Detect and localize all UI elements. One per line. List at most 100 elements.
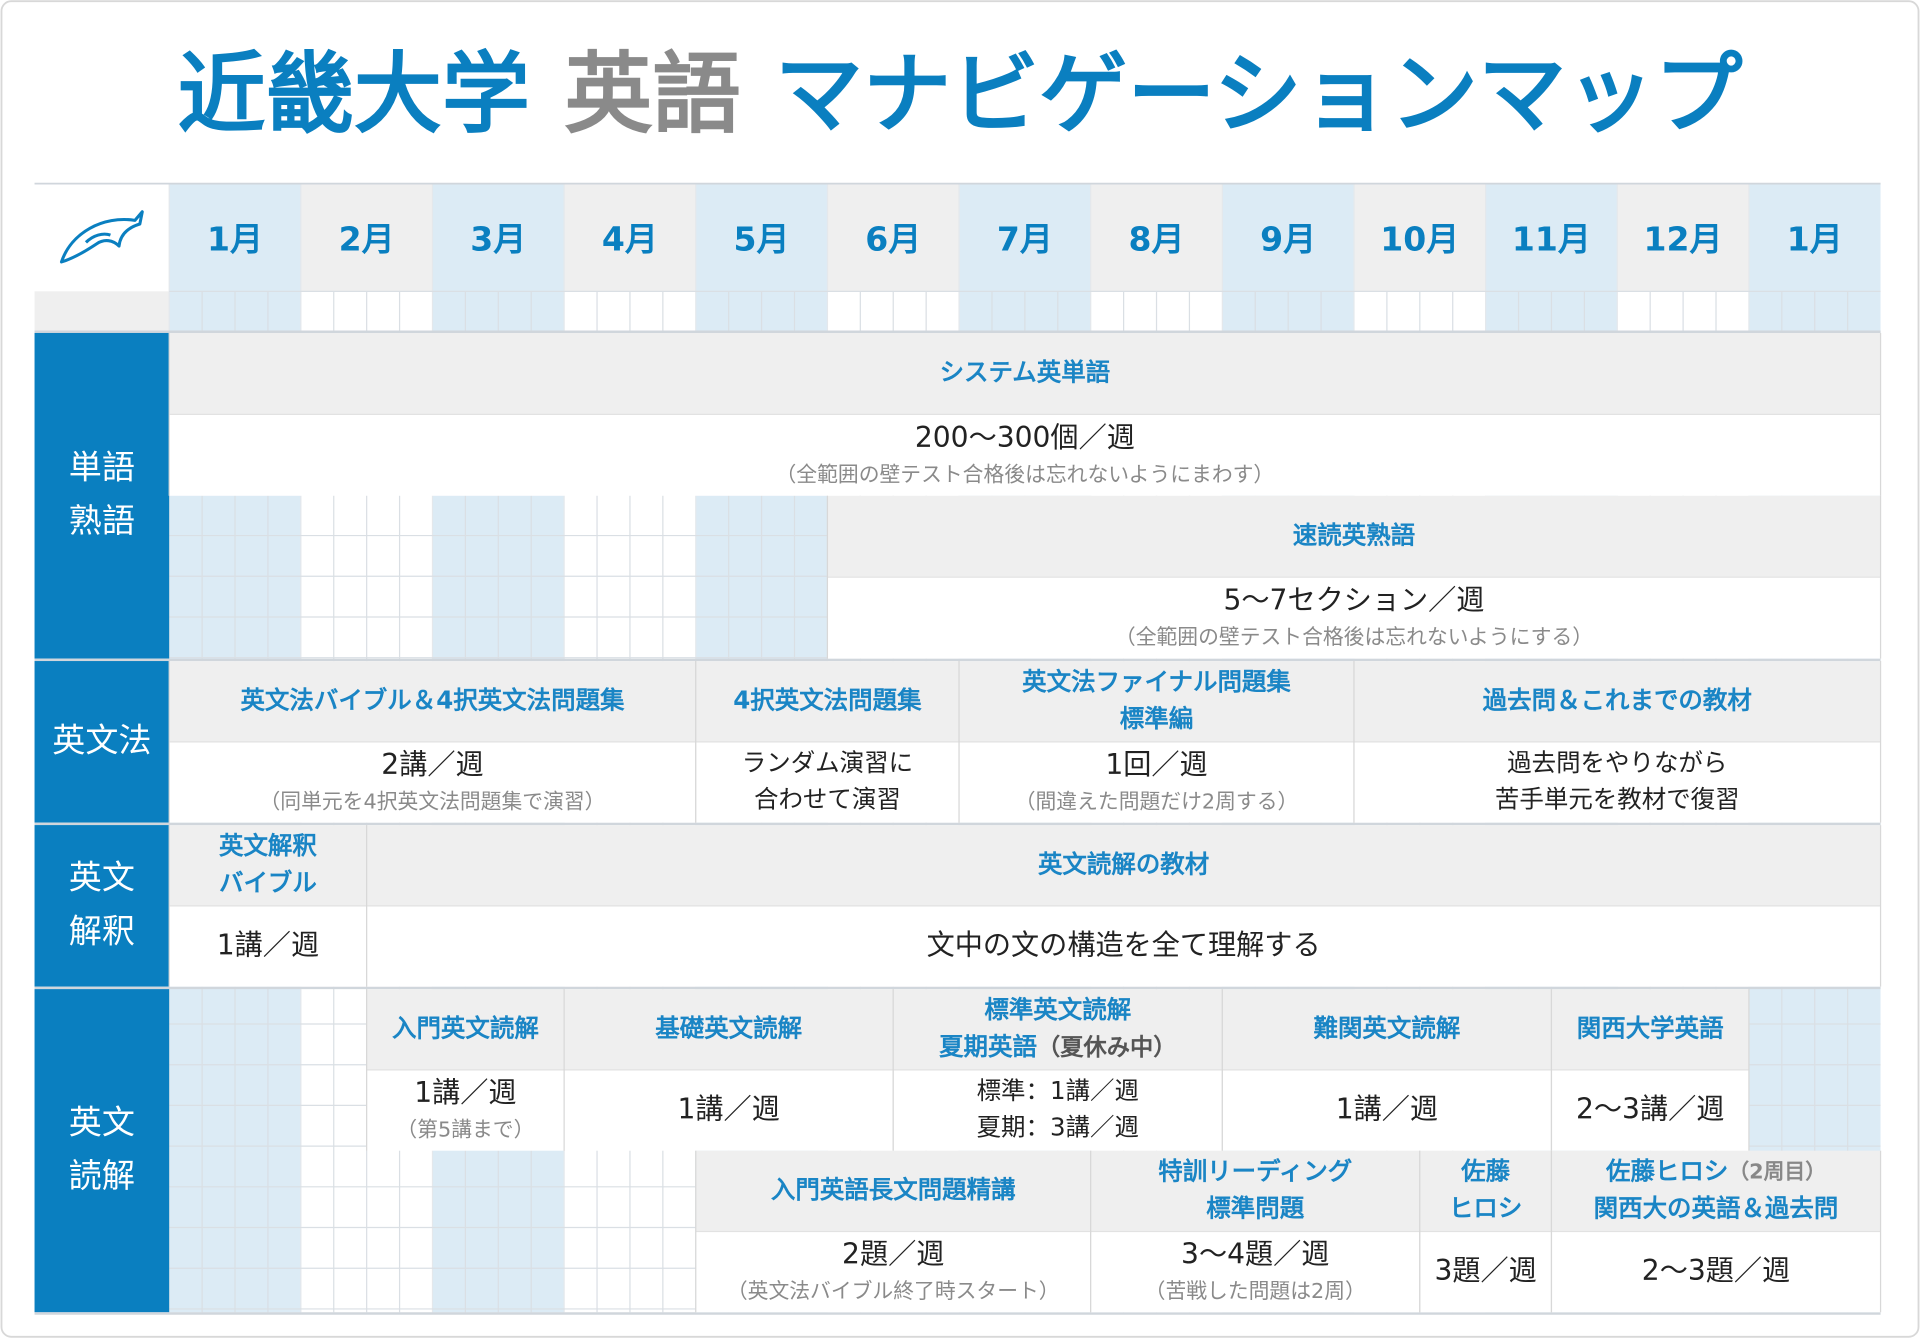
month-header [827, 183, 960, 292]
item-title: 標準問題 [1206, 1193, 1304, 1222]
month-label: 9月 [1260, 220, 1316, 259]
item-title-text: ヒロシ [1449, 1193, 1522, 1222]
item-detail-bg [169, 741, 696, 823]
item-title-suffix: （2周目） [1728, 1160, 1826, 1184]
item-title-text: 佐藤 [1460, 1157, 1510, 1186]
item-title: 英文法ファイナル問題集 [1022, 667, 1291, 696]
section-label: 読解 [69, 1156, 135, 1195]
item-title-text: 夏期英語 [939, 1032, 1037, 1061]
item-title: ヒロシ [1449, 1193, 1522, 1222]
item-title-bg [366, 825, 1881, 906]
item-detail: 3〜4題／週 [1181, 1238, 1329, 1271]
item-title-bg [1222, 989, 1552, 1070]
item-title-bg [169, 825, 367, 906]
item-title-text: 入門英文読解 [392, 1014, 539, 1043]
month-label: 8月 [1129, 220, 1185, 259]
item-note: （全範囲の壁テスト合格後は忘れないようにまわす） [776, 462, 1275, 486]
item-detail-bg [827, 577, 1881, 659]
month-label: 5月 [734, 220, 790, 259]
month-label: 12月 [1644, 220, 1723, 259]
item-detail: 3題／週 [1434, 1254, 1536, 1287]
month-label: 1月 [207, 220, 263, 259]
item-title-text: 関西大の英語＆過去問 [1594, 1193, 1839, 1222]
month-label: 10月 [1380, 220, 1459, 259]
item-detail: ランダム演習に [742, 748, 913, 777]
item-title-bg [366, 989, 565, 1070]
item-detail-bg [169, 905, 367, 987]
item-title-text: 特訓リーディング [1158, 1157, 1353, 1186]
item-title-text: 4択英文法問題集 [733, 685, 922, 714]
item-detail: 苦手単元を教材で復習 [1495, 785, 1740, 814]
item-title-bg [564, 989, 894, 1070]
item-title: 標準英文読解 [984, 995, 1131, 1024]
month-header [1353, 183, 1486, 292]
item-title-bg [169, 332, 1881, 415]
item-detail-bg [893, 1069, 1223, 1151]
month-header [959, 183, 1091, 292]
item-title: 標準編 [1120, 704, 1193, 733]
section-label: 英文法 [52, 720, 151, 759]
item-detail-bg [366, 1069, 565, 1151]
item-detail-bg [366, 905, 1881, 987]
item-title-bg [1353, 661, 1881, 742]
item-detail: 2〜3題／週 [1642, 1254, 1790, 1287]
item-title: バイブル [219, 868, 317, 897]
item-detail: 夏期：3講／週 [977, 1113, 1139, 1142]
item-title-text: 英文読解の教材 [1038, 849, 1209, 878]
item-title-text: 標準英文読解 [984, 995, 1131, 1024]
item-title-text: 速読英熟語 [1293, 520, 1415, 549]
item-title-bg [827, 495, 1881, 578]
item-note: （苦戦した問題は2周） [1145, 1279, 1366, 1303]
item-title-bg [893, 989, 1223, 1070]
item-title: 入門英語長文問題精講 [771, 1175, 1016, 1204]
item-title-text: 英文法バイブル＆4択英文法問題集 [240, 685, 625, 714]
month-label: 4月 [602, 220, 658, 259]
item-title: 4択英文法問題集 [733, 685, 922, 714]
item-title: 英文解釈 [219, 831, 317, 860]
month-header [300, 183, 433, 292]
item-detail: 2講／週 [381, 748, 483, 781]
month-header [1748, 183, 1881, 292]
logo-cell [34, 183, 170, 292]
item-note: （全範囲の壁テスト合格後は忘れないようにする） [1115, 625, 1593, 649]
item-title: 英文法バイブル＆4択英文法問題集 [240, 685, 625, 714]
section-label: 英文 [69, 1102, 135, 1141]
item-title: 難関英文読解 [1313, 1014, 1460, 1043]
item-title-bg [1419, 1150, 1552, 1232]
item-detail: 標準：1講／週 [977, 1076, 1139, 1105]
section-label: 熟語 [69, 501, 135, 540]
item-detail-bg [1353, 741, 1881, 823]
dolphin-logo [59, 210, 144, 264]
item-title-text: システム英単語 [940, 358, 1111, 387]
item-title: 夏期英語（夏休み中） [939, 1032, 1176, 1061]
month-header [432, 183, 565, 292]
month-header [1222, 183, 1354, 292]
item-title-text: 英文解釈 [219, 831, 317, 860]
item-detail-bg [1090, 1231, 1420, 1313]
item-detail: 1講／週 [678, 1092, 780, 1125]
item-title: 入門英文読解 [392, 1014, 539, 1043]
item-detail-bg [564, 1069, 894, 1151]
item-title-text: 英文法ファイナル問題集 [1022, 667, 1291, 696]
month-label: 2月 [339, 220, 395, 259]
item-detail-bg [1551, 1069, 1749, 1151]
page-title: 近畿大学 英語 マナビゲーションマップ [178, 42, 1744, 145]
item-title: 佐藤 [1460, 1157, 1510, 1186]
item-title-bg [1090, 1150, 1420, 1232]
item-note: （英文法バイブル終了時スタート） [727, 1279, 1060, 1303]
item-note: （第5講まで） [396, 1118, 534, 1142]
month-header [564, 183, 696, 292]
item-title-bg [959, 661, 1354, 742]
item-title: システム英単語 [940, 358, 1111, 387]
item-title: 関西大の英語＆過去問 [1594, 1193, 1839, 1222]
item-title: 特訓リーディング [1158, 1157, 1353, 1186]
item-title: 佐藤ヒロシ（2周目） [1605, 1157, 1826, 1186]
item-title-bg [1551, 989, 1749, 1070]
section-label: 単語 [69, 447, 135, 486]
item-detail-bg [1551, 1231, 1881, 1313]
month-header [695, 183, 828, 292]
month-label: 7月 [997, 220, 1053, 259]
